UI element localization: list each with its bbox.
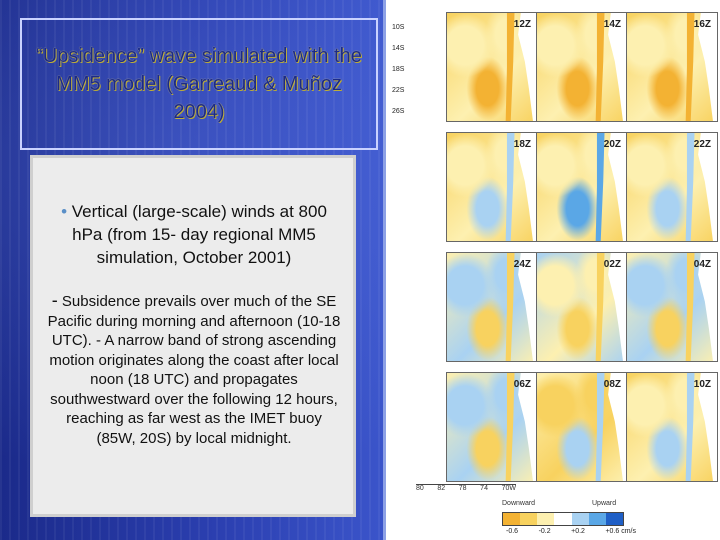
coastal-band (595, 373, 605, 481)
coastal-band (685, 133, 695, 241)
lon-label: 82 (437, 485, 446, 492)
map-panel: 02Z (536, 252, 628, 362)
map-time-label: 12Z (513, 19, 531, 30)
map-time-label: 04Z (693, 259, 711, 270)
map-time-label: 22Z (693, 139, 711, 150)
map-panel: 04Z (626, 252, 718, 362)
map-panel: 12Z (446, 12, 538, 122)
bullet-dot-icon: • (61, 202, 68, 221)
lat-label: 10S (392, 24, 405, 31)
lat-label: 18S (392, 66, 405, 73)
map-time-label: 10Z (693, 379, 711, 390)
slide-title: “Upsidence” wave simulated with the MM5 … (36, 45, 362, 123)
coastal-band (685, 253, 695, 361)
main-bullet-text: Vertical (large-scale) winds at 800 hPa … (71, 202, 327, 267)
colorbar-tick: +0.6 cm/s (605, 528, 636, 535)
colorbar-swatch (503, 513, 521, 525)
lat-label: 14S (392, 45, 405, 52)
map-time-label: 02Z (603, 259, 621, 270)
lon-label: 70W (501, 485, 516, 492)
coastal-band (685, 373, 695, 481)
map-time-label: 06Z (513, 379, 531, 390)
lon-axis: 80 82 78 74 70W (416, 484, 516, 497)
main-bullet: • Vertical (large-scale) winds at 800 hP… (45, 200, 343, 269)
coastal-band (505, 373, 515, 481)
map-time-label: 20Z (603, 139, 621, 150)
coastal-band (595, 13, 605, 121)
coastal-band (595, 133, 605, 241)
map-panel: 22Z (626, 132, 718, 242)
lat-label: 26S (392, 108, 405, 115)
lat-label: 22S (392, 87, 405, 94)
lon-label: 80 (416, 485, 424, 492)
map-panel: 16Z (626, 12, 718, 122)
downward-label: Downward (502, 500, 536, 507)
map-time-label: 14Z (603, 19, 621, 30)
map-time-label: 08Z (603, 379, 621, 390)
colorbar-swatch (571, 513, 589, 525)
dash-icon: - (51, 290, 58, 310)
text-panel: • Vertical (large-scale) winds at 800 hP… (30, 155, 356, 517)
colorbar (502, 512, 624, 526)
colorbar-swatch (554, 513, 572, 525)
map-time-label: 24Z (513, 259, 531, 270)
colorbar-swatch (588, 513, 606, 525)
colorbar-tick: +0.2 (571, 528, 585, 535)
colorbar-ticks: -0.6 -0.2 +0.2 +0.6 cm/s (506, 528, 636, 535)
colorbar-swatch (605, 513, 623, 525)
lon-label: 74 (480, 485, 488, 492)
coastal-band (505, 133, 515, 241)
map-time-label: 18Z (513, 139, 531, 150)
map-panel: 18Z (446, 132, 538, 242)
colorbar-tick: -0.2 (538, 528, 551, 535)
map-panel: 10Z (626, 372, 718, 482)
slide-title-box: “Upsidence” wave simulated with the MM5 … (20, 18, 378, 150)
map-panel: 20Z (536, 132, 628, 242)
map-panel: 14Z (536, 12, 628, 122)
coastal-band (685, 13, 695, 121)
colorbar-swatch (537, 513, 555, 525)
sub-points: - Subsidence prevails over much of the S… (45, 290, 343, 448)
lon-label: 78 (458, 485, 467, 492)
coastal-band (505, 13, 515, 121)
lat-labels: 10S 14S 18S 22S 26S (392, 24, 404, 129)
coastal-band (505, 253, 515, 361)
mm5-figure: 10S 14S 18S 22S 26S 12Z 14Z 16Z 18Z 20Z 22Z 24… (383, 0, 720, 540)
sub-points-text: Subsidence prevails over much of the SE … (47, 293, 341, 447)
colorbar-tick: -0.6 (506, 528, 519, 535)
map-panel: 06Z (446, 372, 538, 482)
upward-label: Upward (592, 500, 617, 507)
coastal-band (595, 253, 605, 361)
map-panel: 08Z (536, 372, 628, 482)
map-time-label: 16Z (693, 19, 711, 30)
colorbar-swatch (520, 513, 538, 525)
map-panel: 24Z (446, 252, 538, 362)
